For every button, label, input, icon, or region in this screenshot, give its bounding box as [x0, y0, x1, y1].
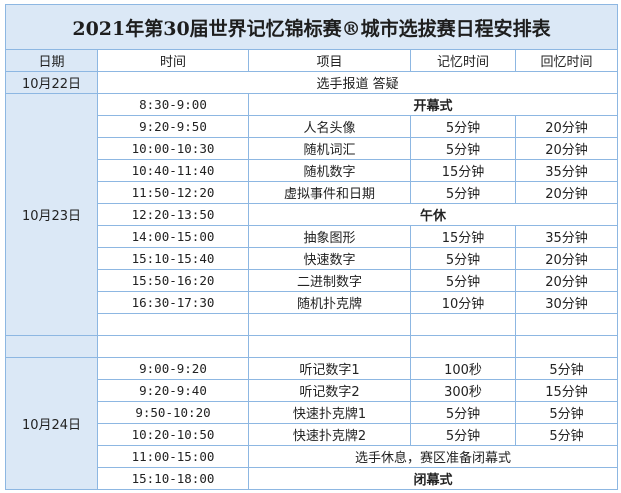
recall-time-cell: 5分钟 — [514, 357, 619, 380]
memorize-time-cell: 5分钟 — [410, 115, 516, 138]
time-cell: 15:10-18:00 — [97, 467, 249, 490]
table-row: 15:50-16:20 二进制数字 5分钟 20分钟 — [6, 269, 619, 292]
event-cell: 开幕式 — [247, 93, 619, 116]
time-cell: 10:00-10:30 — [97, 137, 249, 160]
memorize-time-cell: 5分钟 — [410, 137, 516, 160]
table-row: 10:00-10:30 随机词汇 5分钟 20分钟 — [6, 137, 619, 160]
blank-cell — [410, 335, 516, 358]
header-time: 时间 — [97, 49, 249, 72]
header-date: 日期 — [5, 49, 98, 72]
table-row: 14:00-15:00 抽象图形 15分钟 35分钟 — [6, 225, 619, 248]
blank-cell — [97, 335, 249, 358]
recall-time-cell: 35分钟 — [514, 159, 619, 182]
date-cell: 10月23日 — [5, 93, 98, 336]
event-cell: 随机扑克牌 — [248, 291, 411, 314]
time-cell: 11:00-15:00 — [97, 445, 249, 468]
event-cell: 听记数字2 — [248, 379, 411, 402]
event-cell: 随机词汇 — [248, 137, 411, 160]
table-row: 10:40-11:40 随机数字 15分钟 35分钟 — [6, 159, 619, 182]
time-cell: 11:50-12:20 — [97, 181, 249, 204]
recall-time-cell: 20分钟 — [514, 247, 619, 270]
table-row: 15:10-15:40 快速数字 5分钟 20分钟 — [6, 247, 619, 270]
blank-row — [6, 313, 619, 336]
table-row: 15:10-18:00 闭幕式 — [6, 467, 619, 490]
event-cell: 快速数字 — [248, 247, 411, 270]
table-row: 9:20-9:40 听记数字2 300秒 15分钟 — [6, 379, 619, 402]
blank-cell — [514, 335, 619, 358]
event-cell: 听记数字1 — [248, 357, 411, 380]
schedule-table: 2021年第30届世界记忆锦标赛®城市选拔赛日程安排表 日期 时间 项目 记忆时… — [4, 4, 619, 490]
table-row: 10:20-10:50 快速扑克牌2 5分钟 5分钟 — [6, 423, 619, 446]
recall-time-cell: 20分钟 — [514, 181, 619, 204]
time-cell: 9:20-9:50 — [97, 115, 249, 138]
blank-cell — [97, 313, 249, 336]
header-memorize-time: 记忆时间 — [410, 49, 516, 72]
table-row: 10月23日 8:30-9:00 开幕式 — [5, 93, 619, 336]
event-cell: 午休 — [247, 203, 619, 226]
memorize-time-cell: 100秒 — [410, 357, 516, 380]
table-row: 11:50-12:20 虚拟事件和日期 5分钟 20分钟 — [6, 181, 619, 204]
event-cell: 二进制数字 — [248, 269, 411, 292]
header-event: 项目 — [248, 49, 411, 72]
time-cell: 10:20-10:50 — [97, 423, 249, 446]
memorize-time-cell: 5分钟 — [410, 247, 516, 270]
event-cell: 选手休息，赛区准备闭幕式 — [247, 445, 619, 468]
time-cell: 9:20-9:40 — [97, 379, 249, 402]
date-cell: 10月22日 — [5, 71, 98, 94]
recall-time-cell: 20分钟 — [514, 115, 619, 138]
table-row: 10月22日 选手报道 答疑 — [5, 71, 619, 94]
blank-cell — [514, 313, 619, 336]
memorize-time-cell: 10分钟 — [410, 291, 516, 314]
time-cell: 14:00-15:00 — [97, 225, 249, 248]
blank-row — [5, 335, 619, 358]
blank-cell — [5, 335, 98, 358]
time-cell: 9:00-9:20 — [97, 357, 249, 380]
recall-time-cell: 20分钟 — [514, 269, 619, 292]
memorize-time-cell: 5分钟 — [410, 181, 516, 204]
table-row: 9:20-9:50 人名头像 5分钟 20分钟 — [6, 115, 619, 138]
table-row: 10月24日 9:00-9:20 听记数字1 100秒 5分钟 — [5, 357, 619, 490]
event-cell: 虚拟事件和日期 — [248, 181, 411, 204]
date-cell: 10月24日 — [5, 357, 98, 490]
recall-time-cell: 15分钟 — [514, 379, 619, 402]
event-cell: 快速扑克牌1 — [248, 401, 411, 424]
blank-cell — [248, 313, 411, 336]
time-cell: 16:30-17:30 — [97, 291, 249, 314]
recall-time-cell: 5分钟 — [514, 423, 619, 446]
time-cell: 15:10-15:40 — [97, 247, 249, 270]
memorize-time-cell: 5分钟 — [410, 423, 516, 446]
header-recall-time: 回忆时间 — [514, 49, 619, 72]
table-row: 11:00-15:00 选手休息，赛区准备闭幕式 — [6, 445, 619, 468]
time-cell: 8:30-9:00 — [97, 93, 249, 116]
event-cell: 快速扑克牌2 — [248, 423, 411, 446]
time-cell: 9:50-10:20 — [97, 401, 249, 424]
event-cell: 抽象图形 — [248, 225, 411, 248]
memorize-time-cell: 15分钟 — [410, 225, 516, 248]
recall-time-cell: 30分钟 — [514, 291, 619, 314]
time-cell: 12:20-13:50 — [97, 203, 249, 226]
event-cell: 选手报道 答疑 — [96, 71, 619, 94]
recall-time-cell: 20分钟 — [514, 137, 619, 160]
table-row: 12:20-13:50 午休 — [6, 203, 619, 226]
event-cell: 人名头像 — [248, 115, 411, 138]
event-cell: 闭幕式 — [247, 467, 619, 490]
header-row: 日期 时间 项目 记忆时间 回忆时间 — [5, 49, 619, 72]
blank-cell — [410, 313, 516, 336]
table-title: 2021年第30届世界记忆锦标赛®城市选拔赛日程安排表 — [4, 4, 619, 50]
time-cell: 15:50-16:20 — [97, 269, 249, 292]
memorize-time-cell: 5分钟 — [410, 269, 516, 292]
table-row: 9:50-10:20 快速扑克牌1 5分钟 5分钟 — [6, 401, 619, 424]
blank-cell — [248, 335, 411, 358]
memorize-time-cell: 300秒 — [410, 379, 516, 402]
table-row: 16:30-17:30 随机扑克牌 10分钟 30分钟 — [6, 291, 619, 314]
recall-time-cell: 5分钟 — [514, 401, 619, 424]
event-cell: 随机数字 — [248, 159, 411, 182]
memorize-time-cell: 15分钟 — [410, 159, 516, 182]
recall-time-cell: 35分钟 — [514, 225, 619, 248]
memorize-time-cell: 5分钟 — [410, 401, 516, 424]
time-cell: 10:40-11:40 — [97, 159, 249, 182]
